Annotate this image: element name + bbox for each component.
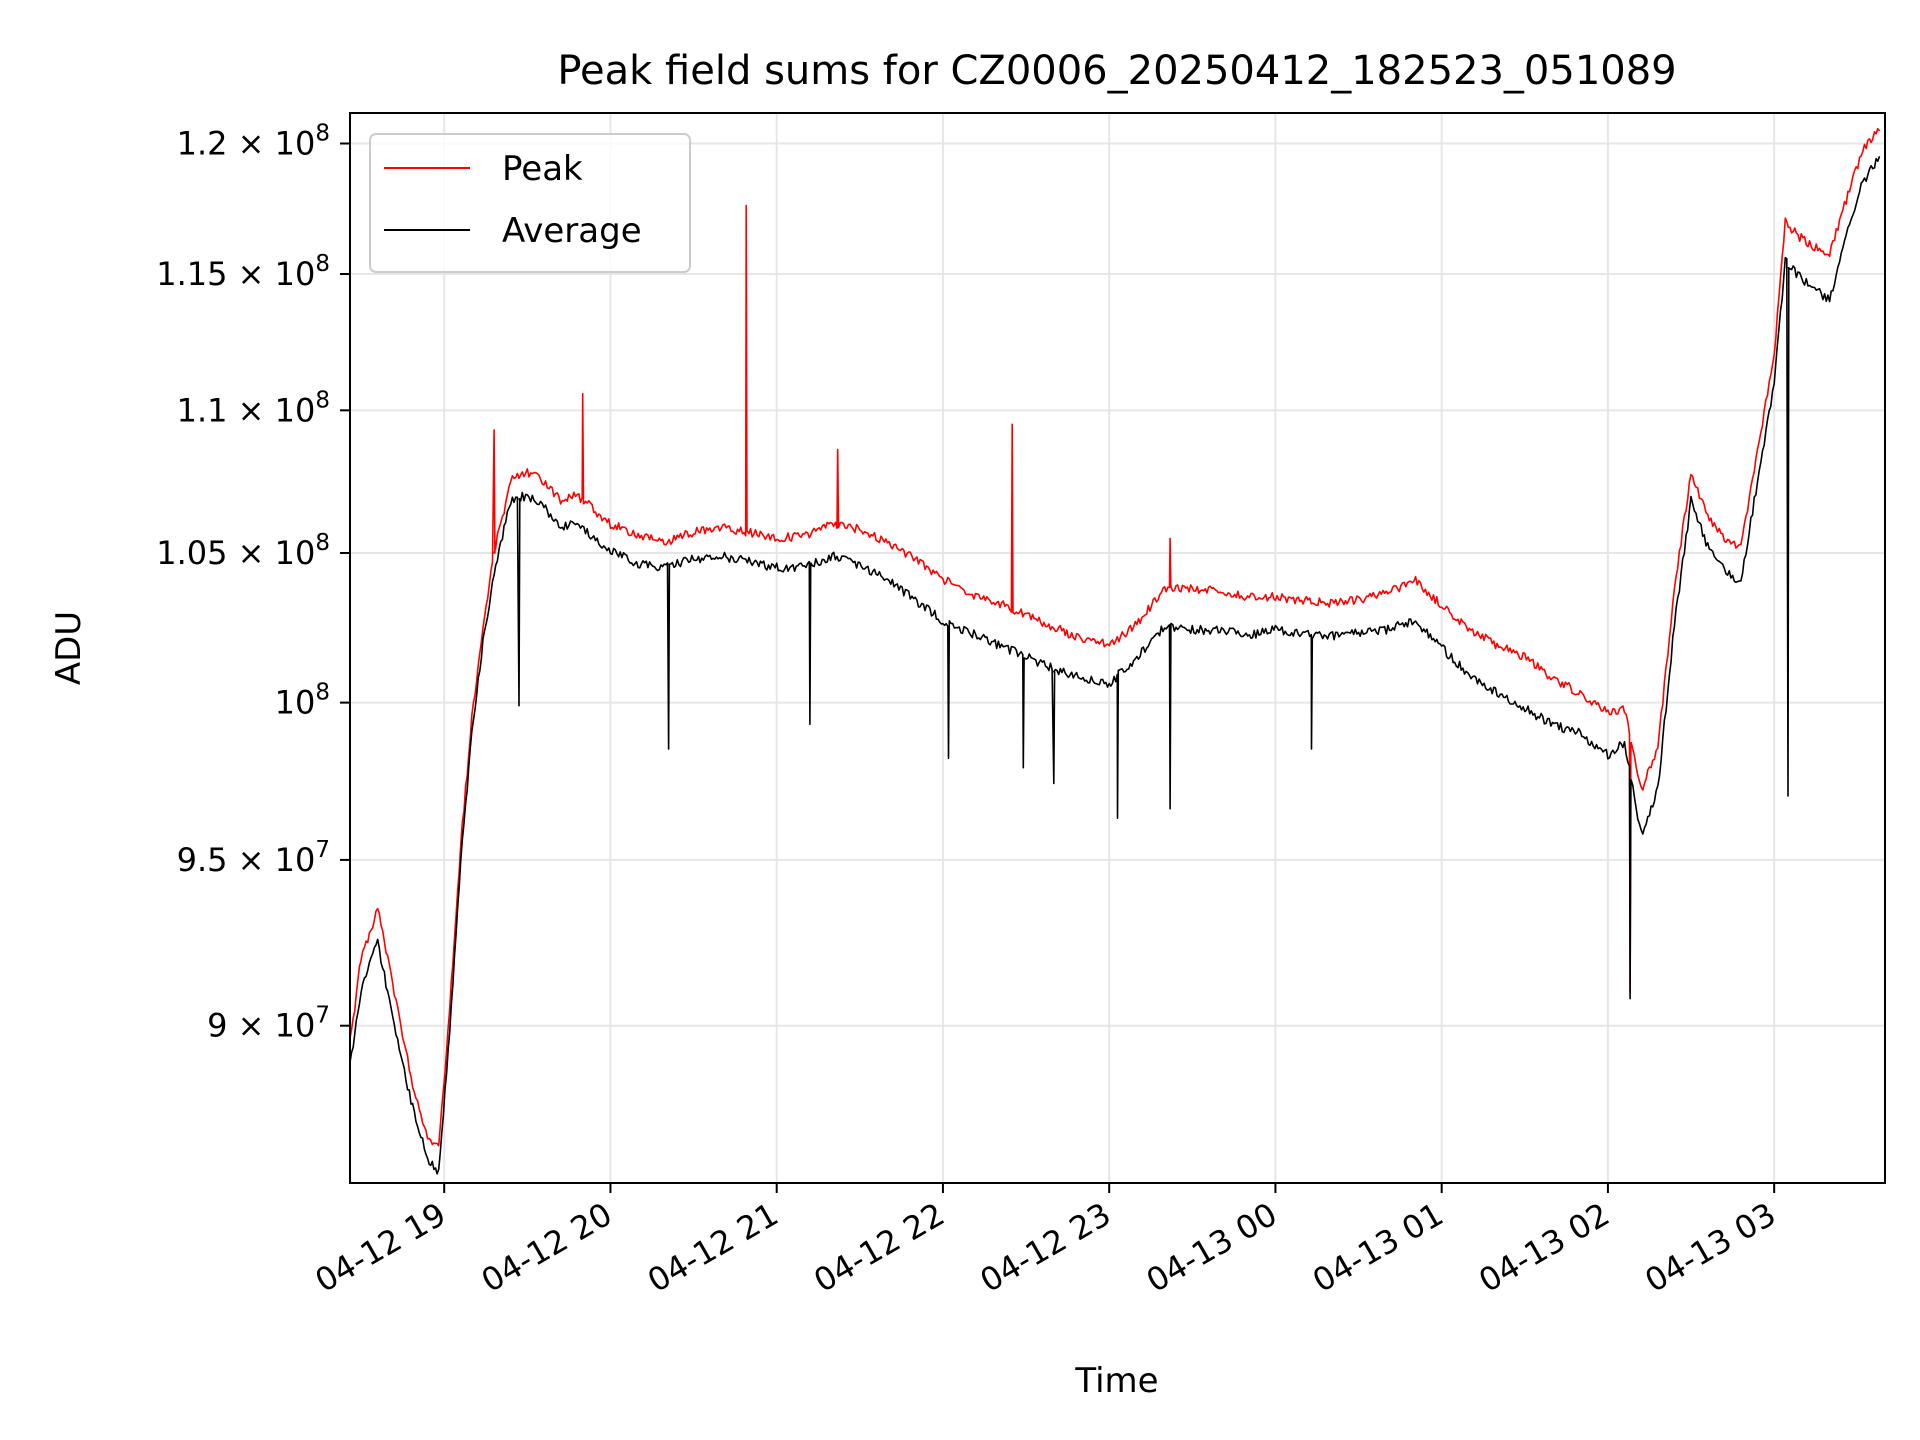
y-axis: 9 × 107 9.5 × 107 108 1.05 × 108 1.1 × 108 1.… — [156, 121, 350, 1045]
series-line-average — [350, 156, 1881, 1175]
plot-frame — [349, 112, 1886, 1184]
y-tick-label: 1.15 × 108 — [156, 251, 330, 293]
y-tick-label: 1.05 × 108 — [156, 530, 330, 572]
x-axis-title: Time — [1074, 1361, 1158, 1401]
y-tick-label: 108 — [275, 680, 330, 722]
y-tick-label: 9.5 × 107 — [177, 837, 330, 879]
y-tick-label: 1.2 × 108 — [177, 121, 330, 163]
legend: Peak Average — [369, 133, 691, 273]
legend-label-average: Average — [502, 211, 642, 251]
y-tick-label: 9 × 107 — [207, 1003, 330, 1045]
series-line-peak — [350, 128, 1881, 1147]
y-tick-label: 1.1 × 108 — [177, 387, 330, 429]
chart-title: Peak field sums for CZ0006_20250412_1825… — [557, 48, 1676, 94]
legend-label-peak: Peak — [502, 149, 583, 189]
series-layer — [350, 128, 1881, 1175]
y-axis-title: ADU — [49, 611, 89, 685]
